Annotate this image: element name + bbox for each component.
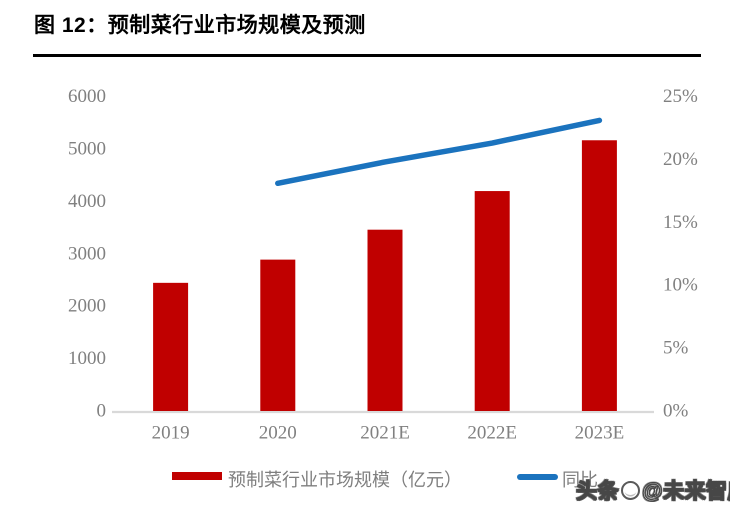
figure-title: 图 12：预制菜行业市场规模及预测	[34, 14, 366, 37]
legend-line-swatch	[517, 474, 558, 480]
title-divider	[33, 54, 701, 57]
left-axis-tick-2000: 2000	[68, 296, 106, 317]
toutiao-logo-icon	[621, 481, 640, 500]
right-axis-tick-25%: 25%	[663, 86, 698, 107]
bar-2021E	[367, 229, 403, 411]
right-axis-tick-20%: 20%	[663, 149, 698, 170]
legend-line-label: 同比	[562, 470, 598, 490]
bar-2020	[260, 259, 296, 411]
right-axis-tick-0%: 0%	[663, 401, 689, 422]
right-axis-tick-5%: 5%	[663, 338, 689, 359]
left-axis-tick-0: 0	[97, 401, 107, 422]
left-axis-tick-5000: 5000	[68, 138, 106, 159]
x-axis-label-2022E: 2022E	[467, 423, 517, 444]
left-axis-tick-4000: 4000	[68, 191, 106, 212]
right-axis-tick-10%: 10%	[663, 275, 698, 296]
x-axis-label-2020: 2020	[259, 423, 297, 444]
bar-2023E	[581, 140, 617, 411]
growth-rate-line	[275, 117, 603, 187]
bar-2022E	[474, 191, 510, 411]
watermark-prefix: 头条	[575, 479, 619, 503]
legend-bar-label: 预制菜行业市场规模（亿元）	[228, 470, 462, 490]
x-axis-label-2023E: 2023E	[575, 423, 625, 444]
x-axis-label-2021E: 2021E	[360, 423, 410, 444]
legend-bar-swatch	[172, 472, 222, 480]
left-axis-tick-6000: 6000	[68, 86, 106, 107]
watermark-suffix: @未来智库	[641, 479, 730, 503]
watermark: 头条 @未来智库	[575, 475, 730, 505]
left-axis-tick-1000: 1000	[68, 348, 106, 369]
x-axis-label-2019: 2019	[152, 423, 190, 444]
left-axis-tick-3000: 3000	[68, 243, 106, 264]
bar-2019	[153, 282, 189, 411]
right-axis-tick-15%: 15%	[663, 212, 698, 233]
